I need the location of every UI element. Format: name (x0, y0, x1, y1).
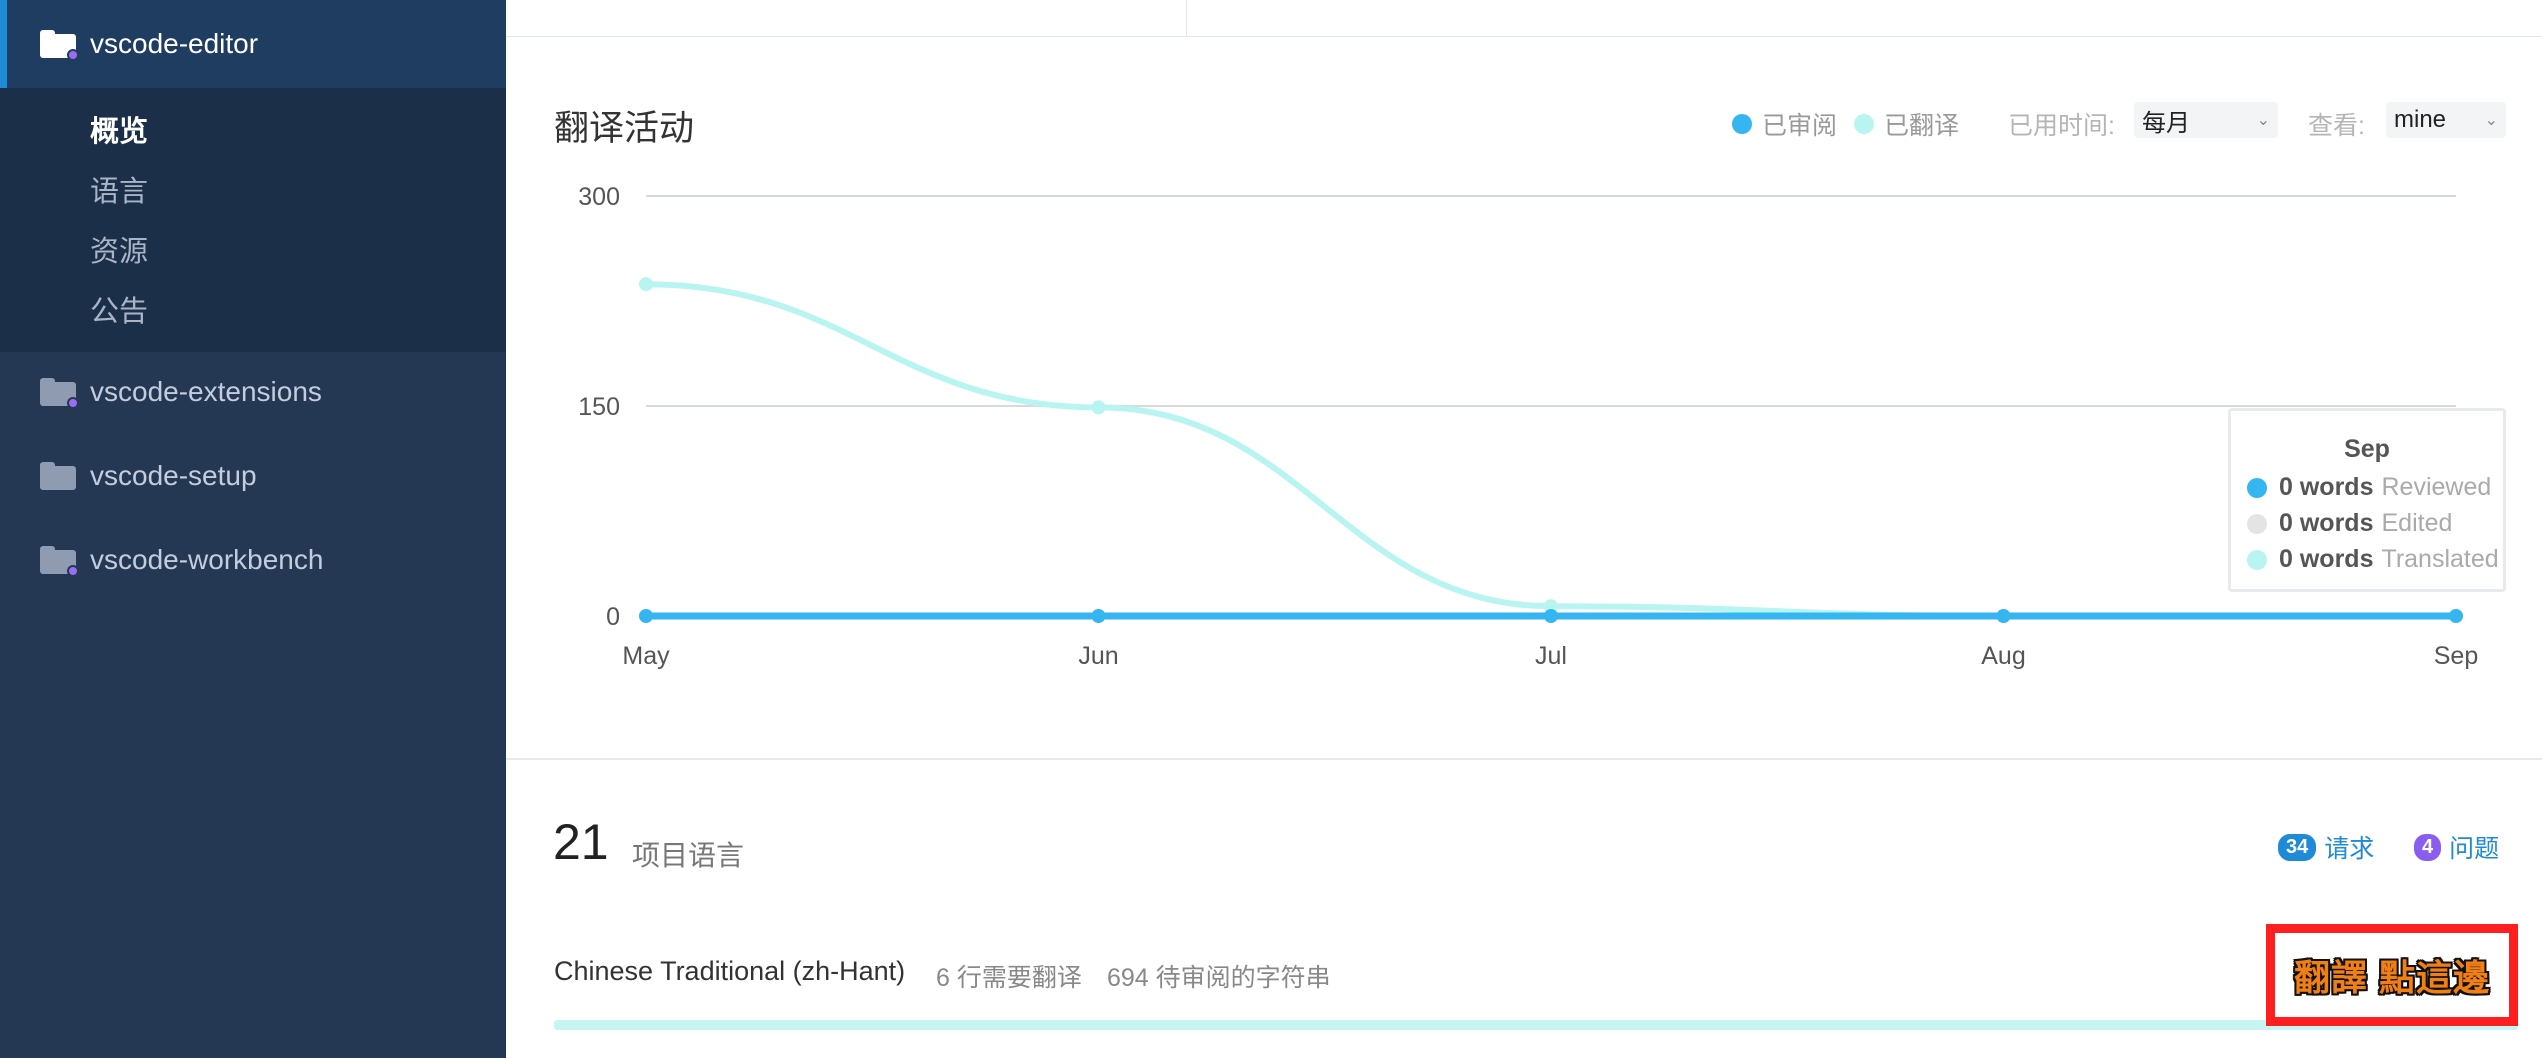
tooltip-row-translated: 0 words Translated (2247, 545, 2499, 574)
project-vscode-extensions[interactable]: vscode-extensions (0, 372, 506, 412)
folder-icon (40, 462, 76, 490)
y-tick-label: 0 (606, 603, 620, 631)
tooltip-value: 0 words (2279, 509, 2374, 537)
reviewed-dot-icon (1732, 114, 1752, 134)
requests-label: 请求 (2324, 835, 2375, 863)
data-point-reviewed (1544, 609, 1558, 623)
issues-label: 问题 (2449, 835, 2500, 863)
time-select[interactable]: 每月 ⌄ (2134, 102, 2278, 138)
data-point-translated (639, 277, 653, 292)
project-name: vscode-extensions (90, 376, 322, 407)
requests-link[interactable]: 34 请求 (2278, 829, 2374, 865)
activity-title: 翻译活动 (554, 109, 695, 148)
translated-dot-icon (1854, 114, 1874, 134)
tooltip-row-edited: 0 words Edited (2247, 509, 2452, 538)
translate-here-callout[interactable]: 翻譯 點這邊 (2266, 924, 2518, 1026)
subnav-languages[interactable]: 语言 (90, 176, 149, 208)
x-tick-label: May (622, 642, 670, 670)
project-name: vscode-editor (90, 28, 259, 59)
needs-translation-stat: 6 行需要翻译 (936, 964, 1082, 992)
legend-reviewed[interactable]: 已审阅 (1732, 106, 1837, 142)
chevron-down-icon: ⌄ (2256, 112, 2270, 129)
top-divider (1186, 0, 1187, 36)
legend-translated[interactable]: 已翻译 (1854, 106, 1959, 142)
x-tick-label: Jun (1078, 642, 1118, 670)
y-tick-label: 300 (578, 183, 620, 211)
view-select-value: mine (2394, 106, 2447, 133)
folder-icon (40, 378, 79, 409)
project-name: vscode-workbench (90, 544, 324, 575)
view-label: 查看: (2308, 112, 2365, 140)
data-point-translated (1544, 599, 1558, 614)
time-label: 已用时间: (2008, 112, 2115, 140)
requests-badge: 34 (2278, 833, 2317, 861)
to-review-stat: 694 待审阅的字符串 (1107, 964, 1331, 992)
section-divider (506, 758, 2542, 760)
translated-dot-icon (2247, 549, 2267, 570)
issues-badge: 4 (2414, 833, 2442, 861)
subnav-overview[interactable]: 概览 (90, 116, 149, 148)
data-point-reviewed (2449, 609, 2463, 623)
language-count-label: 项目语言 (632, 840, 745, 871)
series-line-translated (645, 281, 2456, 620)
top-border (506, 36, 2542, 37)
tooltip-label: Edited (2381, 509, 2453, 537)
tooltip-title: Sep (2344, 435, 2390, 463)
x-tick-label: Sep (2434, 642, 2478, 670)
tooltip-label: Translated (2381, 545, 2499, 573)
time-select-value: 每月 (2142, 109, 2190, 137)
project-vscode-workbench[interactable]: vscode-workbench (0, 540, 506, 580)
callout-text: 翻譯 點這邊 (2293, 957, 2490, 998)
tooltip-value: 0 words (2279, 473, 2374, 501)
folder-icon (40, 546, 79, 577)
chart-tooltip: Sep 0 words Reviewed 0 words Edited 0 wo… (2228, 408, 2506, 592)
data-point-reviewed (1996, 609, 2011, 623)
x-tick-label: Aug (1981, 642, 2025, 670)
project-vscode-editor[interactable]: vscode-editor (0, 0, 506, 88)
legend-reviewed-label: 已审阅 (1762, 112, 1838, 140)
x-tick-label: Jul (1535, 642, 1567, 670)
project-subnav: 概览 语言 资源 公告 (0, 88, 506, 352)
data-point-reviewed (639, 609, 653, 623)
tooltip-value: 0 words (2279, 545, 2374, 573)
language-progress-bar (554, 1020, 2518, 1030)
language-name[interactable]: Chinese Traditional (zh-Hant) (554, 956, 906, 986)
data-point-reviewed (1091, 609, 1106, 623)
view-select[interactable]: mine ⌄ (2386, 102, 2506, 138)
edited-dot-icon (2247, 513, 2267, 534)
tooltip-row-reviewed: 0 words Reviewed (2247, 473, 2491, 502)
legend-translated-label: 已翻译 (1884, 112, 1960, 140)
issues-link[interactable]: 4 问题 (2414, 829, 2499, 865)
folder-icon (40, 30, 79, 61)
data-point-translated (1091, 400, 1106, 415)
language-count: 21 (553, 814, 609, 870)
project-name: vscode-setup (90, 460, 257, 491)
tooltip-label: Reviewed (2381, 473, 2492, 501)
subnav-announcements[interactable]: 公告 (90, 296, 149, 328)
activity-chart: 0 150 300 May Jun Jul Aug Sep (578, 183, 2478, 670)
project-vscode-setup[interactable]: vscode-setup (0, 456, 506, 496)
subnav-resources[interactable]: 资源 (90, 236, 149, 268)
chevron-down-icon: ⌄ (2484, 112, 2498, 129)
reviewed-dot-icon (2247, 477, 2267, 498)
sidebar: vscode-editor 概览 语言 资源 公告 vscode-extensi… (0, 0, 506, 1058)
y-tick-label: 150 (578, 393, 620, 421)
